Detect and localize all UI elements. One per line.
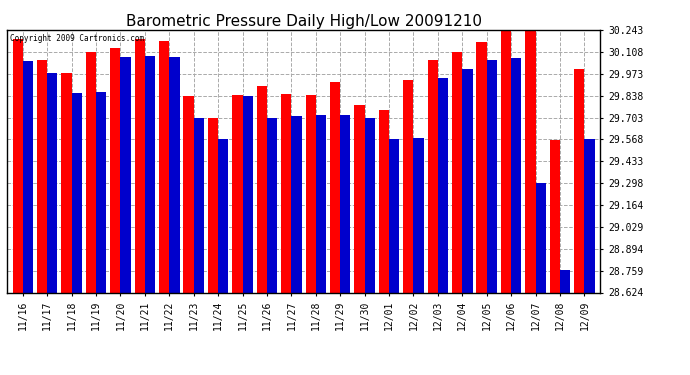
Bar: [121, 57, 130, 292]
Bar: [218, 140, 228, 292]
Bar: [281, 94, 291, 292]
Bar: [550, 140, 560, 292]
Bar: [560, 270, 570, 292]
Bar: [574, 69, 584, 292]
Bar: [584, 140, 595, 292]
Bar: [355, 105, 364, 292]
Bar: [486, 60, 497, 292]
Title: Barometric Pressure Daily High/Low 20091210: Barometric Pressure Daily High/Low 20091…: [126, 14, 482, 29]
Bar: [96, 92, 106, 292]
Bar: [364, 117, 375, 292]
Bar: [208, 117, 218, 292]
Bar: [535, 183, 546, 292]
Bar: [316, 115, 326, 292]
Bar: [47, 74, 57, 292]
Bar: [291, 116, 302, 292]
Bar: [243, 96, 253, 292]
Bar: [306, 95, 316, 292]
Bar: [511, 58, 522, 292]
Bar: [525, 30, 535, 292]
Bar: [194, 117, 204, 292]
Bar: [257, 86, 267, 292]
Bar: [340, 115, 351, 292]
Bar: [135, 39, 145, 292]
Text: Copyright 2009 Cartronics.com: Copyright 2009 Cartronics.com: [10, 34, 144, 43]
Bar: [403, 80, 413, 292]
Bar: [23, 61, 33, 292]
Bar: [86, 52, 96, 292]
Bar: [61, 74, 72, 292]
Bar: [428, 60, 438, 292]
Bar: [452, 52, 462, 292]
Bar: [267, 117, 277, 292]
Bar: [389, 140, 400, 292]
Bar: [438, 78, 449, 292]
Bar: [330, 82, 340, 292]
Bar: [379, 110, 389, 292]
Bar: [145, 56, 155, 292]
Bar: [159, 41, 169, 292]
Bar: [413, 138, 424, 292]
Bar: [37, 60, 47, 292]
Bar: [477, 42, 486, 292]
Bar: [462, 69, 473, 292]
Bar: [110, 48, 121, 292]
Bar: [72, 93, 82, 292]
Bar: [501, 30, 511, 292]
Bar: [169, 57, 179, 292]
Bar: [184, 96, 194, 292]
Bar: [233, 94, 243, 292]
Bar: [12, 39, 23, 292]
